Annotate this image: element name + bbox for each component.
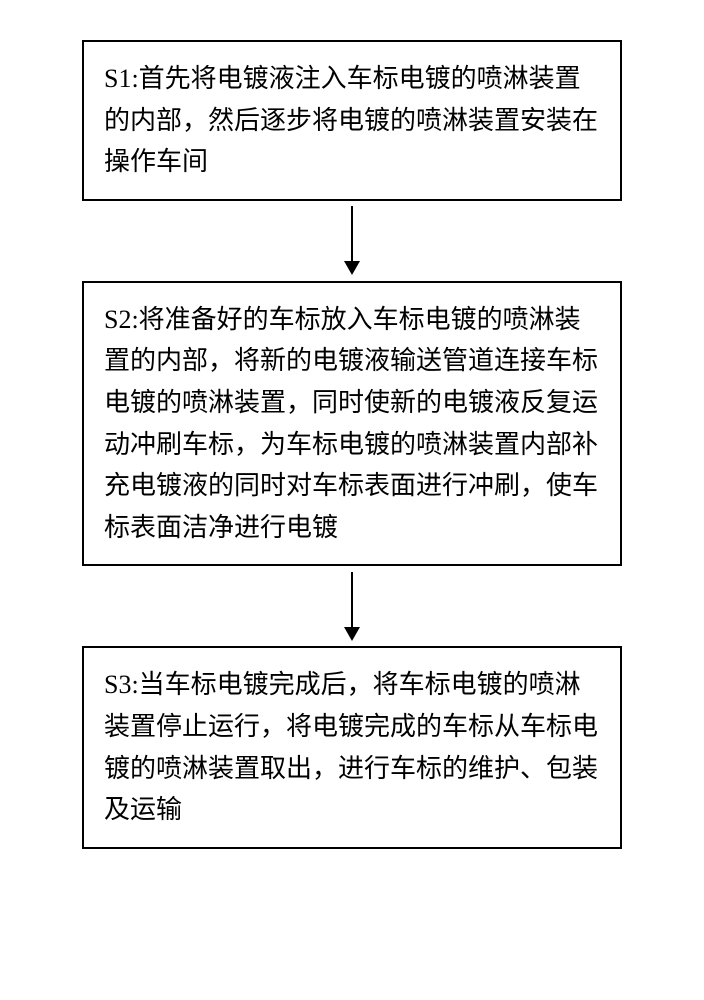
flowchart-arrow-1	[344, 201, 360, 281]
flowchart-step-s1: S1:首先将电镀液注入车标电镀的喷淋装置的内部，然后逐步将电镀的喷淋装置安装在操…	[82, 40, 622, 201]
flowchart-arrow-2	[344, 566, 360, 646]
arrow-head-icon	[344, 261, 360, 275]
arrow-line	[351, 572, 353, 627]
flowchart-step-s3: S3:当车标电镀完成后，将车标电镀的喷淋装置停止运行，将电镀完成的车标从车标电镀…	[82, 646, 622, 848]
arrow-line	[351, 206, 353, 261]
flowchart-step-s2: S2:将准备好的车标放入车标电镀的喷淋装置的内部，将新的电镀液输送管道连接车标电…	[82, 281, 622, 567]
arrow-head-icon	[344, 627, 360, 641]
